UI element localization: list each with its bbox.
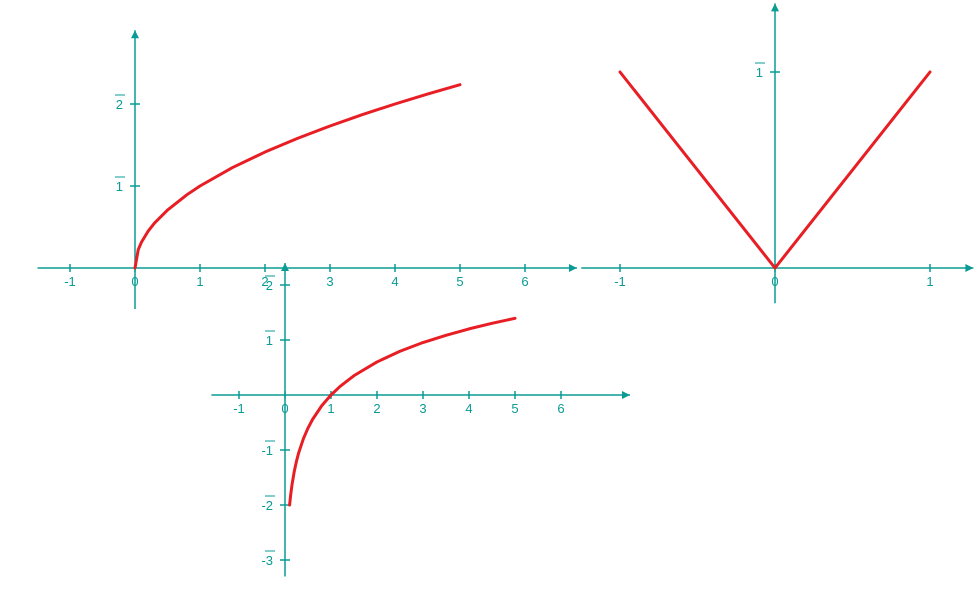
x-tick-label: 6: [557, 401, 564, 416]
x-tick-label: 4: [465, 401, 472, 416]
x-tick-label: 1: [327, 401, 334, 416]
x-tick-label: 0: [131, 274, 138, 289]
function-curve: [135, 85, 460, 268]
x-tick-label: 2: [373, 401, 380, 416]
function-curve: [331, 318, 515, 395]
x-tick-label: 0: [281, 401, 288, 416]
y-tick-label: 1: [266, 333, 273, 348]
axis-arrow: [622, 391, 630, 399]
axis-arrow: [771, 3, 779, 11]
x-tick-label: -1: [64, 274, 76, 289]
y-tick-label: 2: [116, 97, 123, 112]
log-chart: -1 0 1 2 3 4 5 6 -3 -2 -1 1 2: [180, 260, 650, 611]
y-tick-label: -1: [261, 443, 273, 458]
axis-arrow: [131, 30, 139, 38]
y-tick-label: 1: [756, 65, 763, 80]
function-curve: [290, 395, 331, 505]
x-tick-label: 3: [419, 401, 426, 416]
y-tick-label: 2: [266, 278, 273, 293]
x-tick-label: 5: [511, 401, 518, 416]
axis-arrow: [965, 264, 973, 272]
y-tick-label: -3: [261, 553, 273, 568]
y-tick-label: -2: [261, 498, 273, 513]
axis-arrow: [281, 263, 289, 271]
x-tick-label: 1: [926, 274, 933, 289]
y-tick-label: 1: [116, 179, 123, 194]
x-tick-label: -1: [233, 401, 245, 416]
x-tick-label: 0: [771, 274, 778, 289]
